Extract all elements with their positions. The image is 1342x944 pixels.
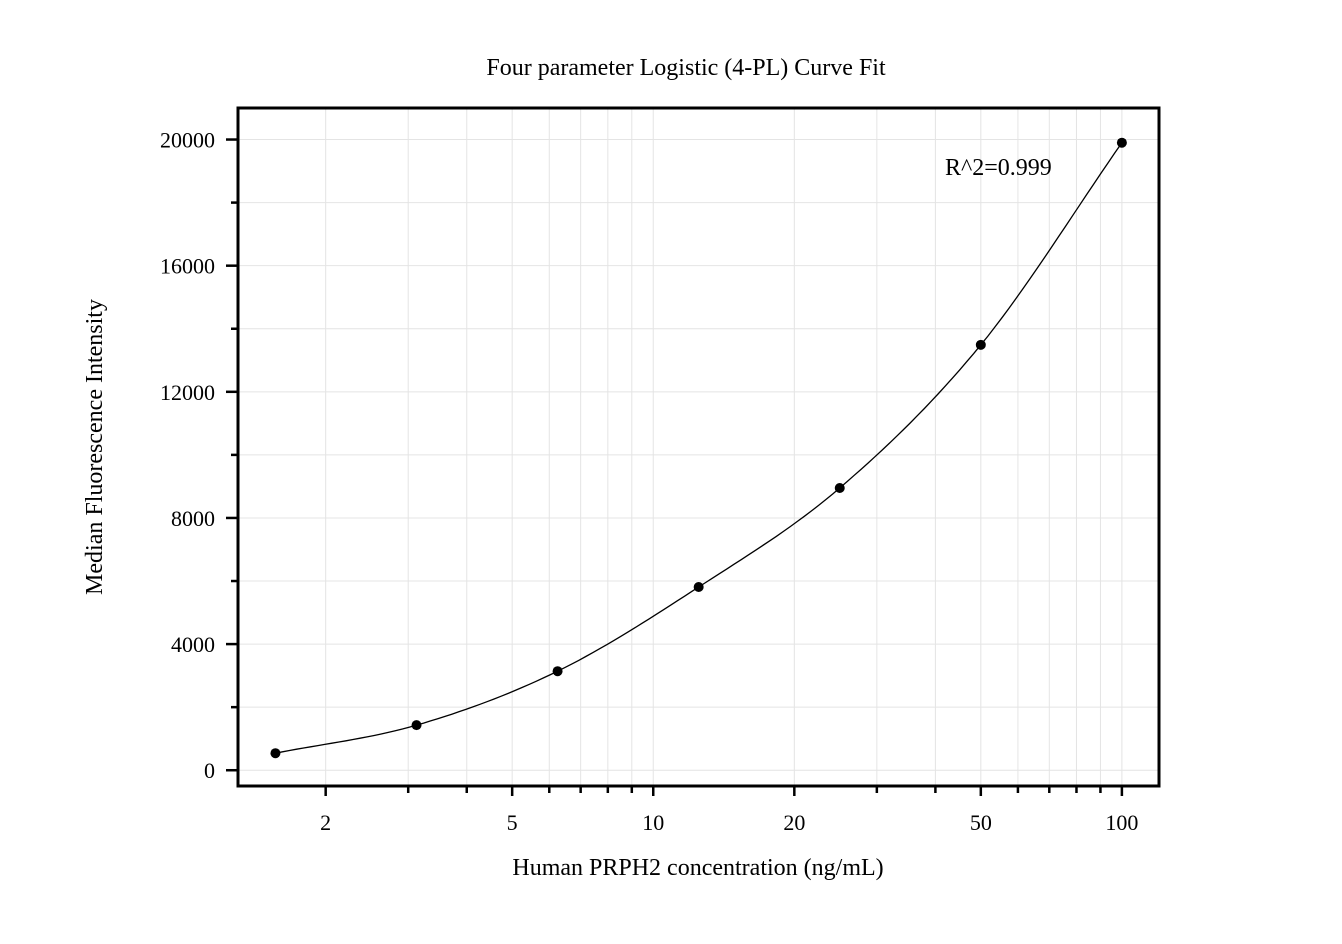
grid: [238, 108, 1159, 786]
data-point: [1116, 137, 1127, 148]
data-point: [411, 720, 422, 731]
x-tick-label: 100: [1105, 810, 1138, 835]
chart-title: Four parameter Logistic (4-PL) Curve Fit: [486, 55, 886, 81]
x-axis-label: Human PRPH2 concentration (ng/mL): [512, 855, 883, 881]
fit-curve-layer: [275, 142, 1123, 754]
data-point: [270, 748, 281, 759]
x-tick-label: 10: [642, 810, 664, 835]
data-points: [270, 137, 1127, 759]
y-tick-label: 0: [204, 758, 215, 783]
y-tick-label: 4000: [171, 632, 215, 657]
x-tick-label: 50: [970, 810, 992, 835]
plot-frame: [236, 106, 1161, 788]
data-point: [975, 339, 986, 350]
data-point: [834, 482, 845, 493]
x-tick-label: 5: [507, 810, 518, 835]
y-tick-label: 12000: [160, 380, 215, 405]
y-tick-label: 8000: [171, 506, 215, 531]
data-point: [552, 666, 563, 677]
y-axis-label: Median Fluorescence Intensity: [82, 299, 108, 595]
y-tick-label: 16000: [160, 254, 215, 279]
x-axis: 2 5 10 20 50 100: [320, 786, 1138, 835]
y-tick-label: 20000: [160, 128, 215, 153]
fit-curve: [275, 142, 1123, 754]
data-point: [693, 582, 704, 593]
y-axis: 0 4000 8000 12000 16000 20000: [160, 128, 238, 783]
x-tick-label: 20: [783, 810, 805, 835]
r-squared-annotation: R^2=0.999: [945, 155, 1052, 181]
x-tick-label: 2: [320, 810, 331, 835]
